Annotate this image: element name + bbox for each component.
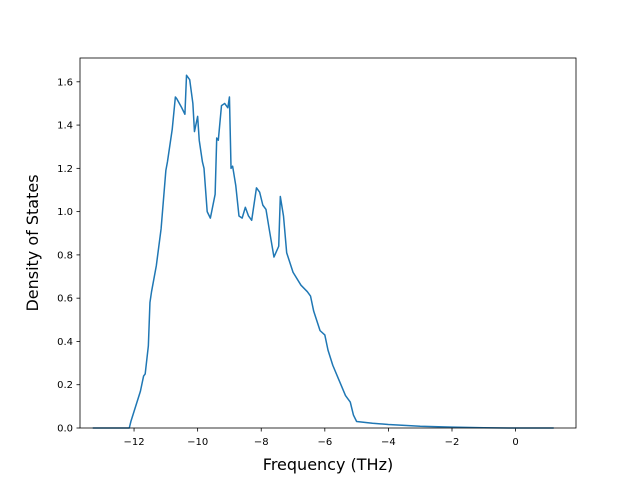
y-axis-label: Density of States (23, 174, 42, 311)
y-tick-label: 0.0 (57, 424, 73, 435)
x-tick-label: −6 (317, 437, 332, 448)
plot-area (80, 58, 576, 428)
y-tick-label: 1.2 (57, 164, 73, 175)
y-axis-ticks: 0.0 0.2 0.4 0.6 0.8 1.0 1.2 1.4 1.6 (57, 77, 80, 435)
x-tick-label: −4 (381, 437, 396, 448)
y-tick-label: 1.0 (57, 207, 73, 218)
x-tick-label: 0 (512, 437, 518, 448)
x-tick-label: −12 (123, 437, 144, 448)
x-tick-label: −2 (445, 437, 460, 448)
x-axis-label: Frequency (THz) (263, 455, 393, 474)
x-axis-ticks: −12 −10 −8 −6 −4 −2 0 (123, 428, 519, 448)
y-tick-label: 0.8 (57, 250, 73, 261)
plot-frame (79, 57, 577, 429)
x-tick-label: −8 (254, 437, 269, 448)
y-tick-label: 0.4 (57, 337, 73, 348)
x-tick-label: −10 (187, 437, 208, 448)
y-tick-label: 0.6 (57, 294, 73, 305)
series-line (92, 74, 554, 429)
y-tick-label: 0.2 (57, 380, 73, 391)
y-tick-label: 1.6 (57, 77, 73, 88)
y-tick-label: 1.4 (57, 121, 73, 132)
